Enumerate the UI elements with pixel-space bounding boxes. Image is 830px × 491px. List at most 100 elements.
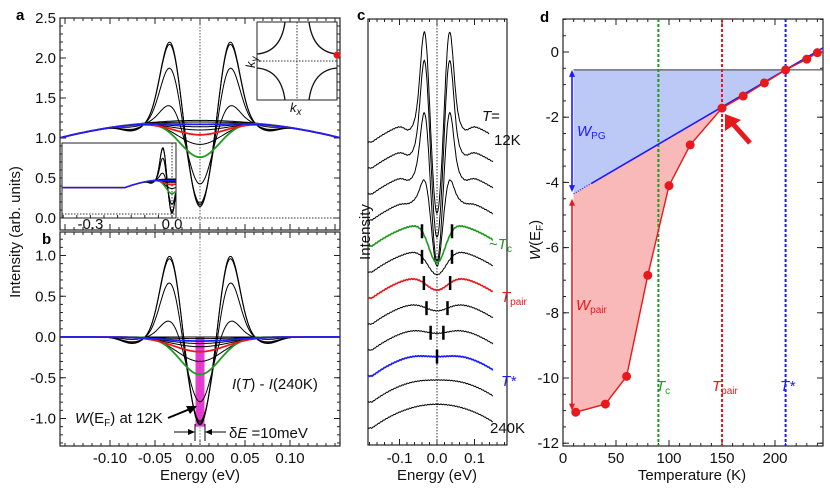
tpair-pointer-arrow <box>731 122 752 145</box>
b-difference-label: I(T) - I(240K) <box>232 376 318 393</box>
wpair-sub: pair <box>590 305 607 316</box>
c-x-tick-label: 0.1 <box>464 450 485 467</box>
diff-i2: I <box>269 376 273 393</box>
c-label-tc: ~Tc <box>489 236 512 255</box>
d-label-tc: Tc <box>656 378 670 397</box>
weight-sub: F <box>104 418 110 429</box>
data-point-170K <box>738 91 748 101</box>
c-curve-240K <box>367 403 494 429</box>
kx-sub: x <box>296 107 303 118</box>
tpair-pointer-arrow-head <box>725 114 741 131</box>
c-label-240k: 240K <box>490 420 525 437</box>
integration-window-bar <box>195 337 205 427</box>
panel-letter-c: c <box>357 7 365 24</box>
bz-fermi-surface-arc <box>308 21 338 55</box>
c-tpair-t: T <box>501 289 512 306</box>
weight-w: W <box>75 410 91 427</box>
b-y-tick-label: -1.0 <box>30 411 56 428</box>
fit-line-extrapolated <box>573 182 592 195</box>
weight-arrow-head <box>186 406 197 414</box>
c-curve-40K <box>367 59 494 238</box>
c-label-t-equals: T= <box>482 108 500 125</box>
bz-ky-label: ky <box>243 56 261 69</box>
c-curve-80K <box>367 179 494 267</box>
c-curve-120K <box>367 251 493 276</box>
data-point-60K <box>622 371 632 381</box>
b-window-label: δE =10meV <box>229 425 308 442</box>
d-y-tick-label: -6 <box>546 240 559 257</box>
b-y-tick-label: -0.5 <box>30 370 56 387</box>
diff-i1: I <box>232 376 236 393</box>
c-eq: = <box>491 108 500 125</box>
d-y-tick-label: -10 <box>537 370 559 387</box>
c-label-12k: 12K <box>494 132 521 149</box>
data-point-12K <box>571 407 581 417</box>
d-label-tstar: T* <box>780 378 796 395</box>
c-tc-t: T <box>498 236 509 253</box>
b-x-tick-label: 0.10 <box>275 450 304 467</box>
a-y-tick-label: 0.5 <box>35 170 56 187</box>
d-ylabel-sub: F <box>535 225 546 231</box>
a-curve-210K <box>60 123 340 139</box>
d-ylabel-w: W <box>527 244 544 260</box>
b-weight-label: W(EF) at 12K <box>75 410 163 429</box>
diff-t: T <box>241 376 252 393</box>
panel-letter-a: a <box>16 7 25 24</box>
wpair-arrow-head-bottom <box>569 403 575 411</box>
b-y-tick-label: 0.0 <box>35 329 56 346</box>
c-curve-230K <box>367 379 494 403</box>
d-ylabel-close: ) <box>527 220 544 225</box>
c-curve-150K <box>367 277 494 300</box>
a-y-tick-label: 2.0 <box>35 50 56 67</box>
b-x-tick-label: 0.05 <box>230 450 259 467</box>
wpg-sub: PG <box>591 131 606 142</box>
d-y-axis-label: W(EF) <box>527 220 546 260</box>
weight-close: ) at 12K <box>110 410 163 427</box>
d-y-tick-label: -12 <box>537 435 559 452</box>
d-y-tick-label: -4 <box>546 174 559 191</box>
d-tpair-t: T <box>712 378 723 395</box>
weight-open: (E <box>89 410 104 427</box>
b-x-tick-label: 0.00 <box>185 450 214 467</box>
c-x-tick-label: -0.1 <box>387 450 413 467</box>
a-y-tick-label: 2.5 <box>35 10 56 27</box>
window-arrow-left-head <box>188 429 195 435</box>
c-curve-60K <box>367 111 494 262</box>
a-inset-x-tick-label: 0.0 <box>162 216 183 233</box>
panel-d-frame <box>562 18 824 447</box>
wpg-arrow-head-bottom <box>569 185 575 193</box>
bz-fermi-surface-arc <box>256 67 286 101</box>
d-y-tick-label: -2 <box>546 109 559 126</box>
a-y-tick-label: 0.0 <box>35 210 56 227</box>
bz-fermi-surface-arc <box>308 67 338 101</box>
ky-sub: y <box>250 56 261 63</box>
diff-minus: - <box>255 376 268 393</box>
d-x-tick-label: 50 <box>608 450 625 467</box>
c-x-axis-label: Energy (eV) <box>397 467 477 484</box>
c-y-axis-label: Intensity <box>357 204 374 260</box>
pair-weight-region <box>573 107 722 413</box>
d-label-wpg: WPG <box>577 123 606 142</box>
c-curve-170K <box>367 304 494 325</box>
c-tilde: ~ <box>489 236 498 253</box>
panel-letter-d: d <box>540 9 549 26</box>
b-y-tick-label: 0.5 <box>35 288 56 305</box>
d-label-tpair: Tpair <box>712 378 739 397</box>
b-curve-210K <box>60 336 340 342</box>
c-curve-210K <box>367 354 494 378</box>
b-x-tick-label: -0.10 <box>93 450 127 467</box>
d-x-tick-label: 150 <box>709 450 734 467</box>
d-tpair-sub: pair <box>721 386 738 397</box>
window-delta: δ <box>229 425 237 442</box>
b-y-tick-label: 1.0 <box>35 248 56 265</box>
wpair-w: W <box>576 297 592 314</box>
plot-layer: 0.00.51.01.52.02.5-1.0-0.50.00.51.0-0.10… <box>30 10 824 467</box>
data-point-230K <box>802 54 812 64</box>
d-label-wpair: Wpair <box>576 297 608 316</box>
c-label-tpair: Tpair <box>501 289 528 308</box>
a-y-tick-label: 1.5 <box>35 90 56 107</box>
diff-ref: (240K) <box>273 376 318 393</box>
c-label-tstar: T* <box>501 373 517 390</box>
ky-k: k <box>243 60 258 68</box>
window-arrow-right-head <box>205 429 212 435</box>
